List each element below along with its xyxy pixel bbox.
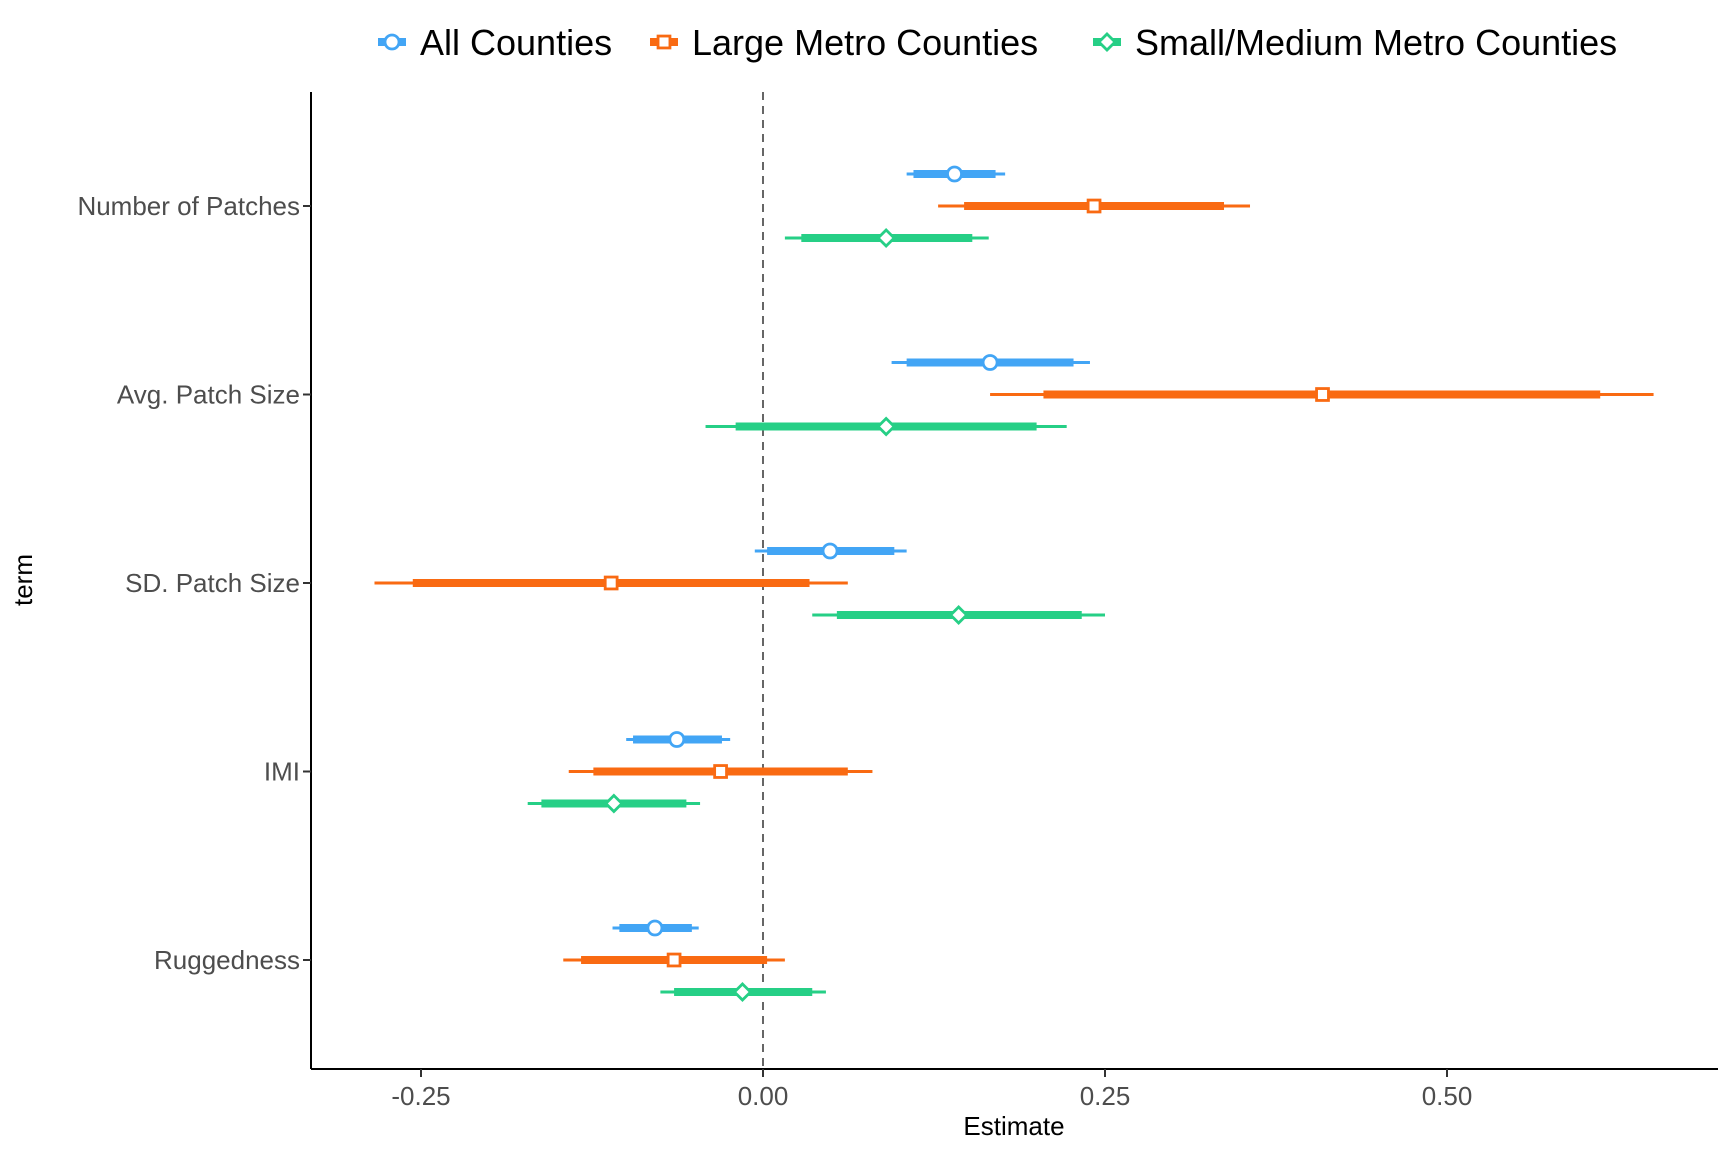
y-tick-label: SD. Patch Size xyxy=(125,568,300,598)
x-tick-label: 0.00 xyxy=(738,1081,789,1111)
legend-key-marker xyxy=(656,34,672,50)
legend-key-marker xyxy=(383,33,401,51)
estimate-point xyxy=(1086,198,1102,214)
estimate-point xyxy=(948,604,969,626)
estimate-point xyxy=(666,952,682,968)
x-tick-label: 0.50 xyxy=(1422,1081,1473,1111)
estimate-point xyxy=(603,575,619,591)
legend-entry: Large Metro Counties xyxy=(650,22,1038,63)
estimate-point xyxy=(668,731,686,748)
legend-entry: All Counties xyxy=(378,22,612,63)
legend-label: Small/Medium Metro Counties xyxy=(1135,22,1617,63)
estimate-point xyxy=(646,919,664,937)
x-axis-title: Estimate xyxy=(963,1111,1064,1141)
series-0 xyxy=(612,165,1090,937)
x-tick-label: 0.25 xyxy=(1080,1081,1131,1111)
estimate-point xyxy=(603,793,624,814)
estimate-point xyxy=(981,354,999,371)
estimate-point xyxy=(876,416,897,437)
estimate-point xyxy=(876,227,897,249)
y-tick-label: Avg. Patch Size xyxy=(117,380,300,410)
estimate-point xyxy=(821,542,839,560)
x-axis-ticks: -0.25 0.00 0.25 0.50 xyxy=(391,1069,1472,1111)
estimate-point xyxy=(732,981,753,1003)
legend-label: All Counties xyxy=(420,22,612,63)
legend: All Counties Large Metro Counties Small/Me… xyxy=(378,22,1617,63)
y-tick-label: IMI xyxy=(264,757,300,787)
series-1 xyxy=(374,198,1654,968)
x-tick-label: -0.25 xyxy=(391,1081,450,1111)
axes xyxy=(310,92,1718,1070)
legend-label: Large Metro Counties xyxy=(692,22,1038,63)
y-axis-ticks: Number of Patches Avg. Patch Size SD. Patc… xyxy=(77,191,311,975)
estimate-point xyxy=(713,764,728,779)
y-tick-label: Number of Patches xyxy=(77,191,300,221)
y-tick-label: Ruggedness xyxy=(154,945,300,975)
estimate-point xyxy=(1315,387,1330,402)
plot-area xyxy=(374,92,1654,1069)
y-axis-title: term xyxy=(8,554,38,606)
legend-entry: Small/Medium Metro Counties xyxy=(1093,22,1617,63)
estimate-point xyxy=(946,165,963,183)
legend-key-marker xyxy=(1096,31,1118,53)
series-2 xyxy=(527,227,1105,1003)
